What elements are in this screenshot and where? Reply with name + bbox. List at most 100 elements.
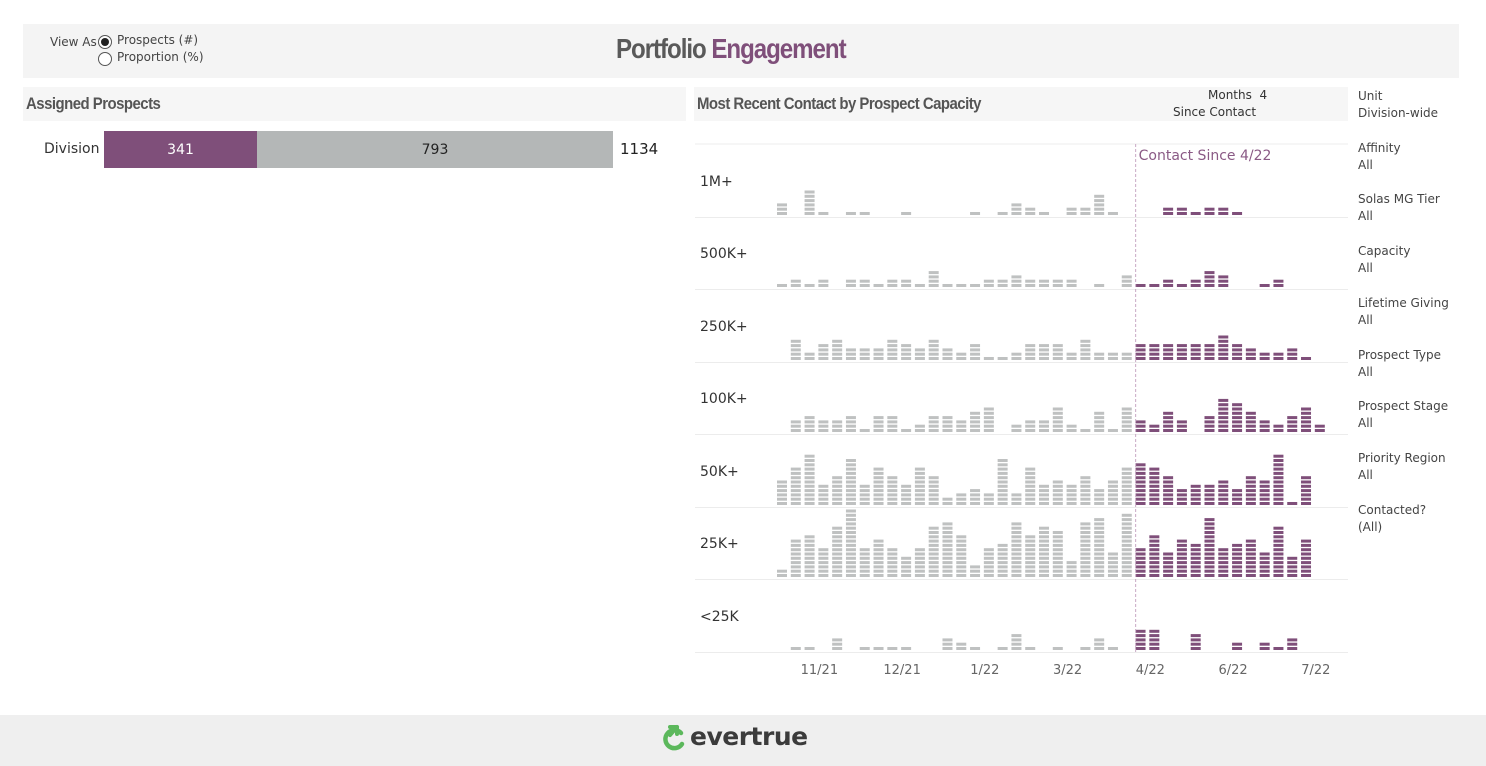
prospect-block[interactable] <box>790 497 801 501</box>
prospect-block[interactable] <box>1190 357 1201 360</box>
prospect-block[interactable] <box>1163 480 1174 484</box>
prospect-block[interactable] <box>804 352 815 356</box>
prospect-block[interactable] <box>1052 535 1063 539</box>
prospect-block[interactable] <box>1135 429 1146 432</box>
prospect-block[interactable] <box>873 480 884 484</box>
prospect-block[interactable] <box>1135 420 1146 424</box>
prospect-block[interactable] <box>983 429 994 432</box>
prospect-block[interactable] <box>1011 424 1022 428</box>
prospect-block[interactable] <box>1287 556 1298 560</box>
prospect-block[interactable] <box>970 497 981 501</box>
prospect-block[interactable] <box>818 502 829 505</box>
prospect-block[interactable] <box>1135 480 1146 484</box>
prospect-block[interactable] <box>1052 497 1063 501</box>
prospect-block[interactable] <box>1218 348 1229 352</box>
prospect-block[interactable] <box>1287 642 1298 646</box>
prospect-block[interactable] <box>1190 284 1201 287</box>
prospect-block[interactable] <box>1066 357 1077 360</box>
prospect-block[interactable] <box>956 642 967 646</box>
prospect-block[interactable] <box>942 548 953 552</box>
prospect-block[interactable] <box>1135 561 1146 565</box>
prospect-block[interactable] <box>1080 522 1091 526</box>
prospect-block[interactable] <box>1176 212 1187 215</box>
prospect-block[interactable] <box>1011 574 1022 577</box>
prospect-block[interactable] <box>1135 352 1146 356</box>
prospect-block[interactable] <box>845 518 856 522</box>
prospect-block[interactable] <box>1218 335 1229 339</box>
prospect-block[interactable] <box>1052 420 1063 424</box>
prospect-block[interactable] <box>1094 194 1105 198</box>
prospect-block[interactable] <box>845 429 856 432</box>
prospect-block[interactable] <box>790 424 801 428</box>
contacted-bar-segment[interactable]: 341 <box>104 131 258 168</box>
prospect-block[interactable] <box>1287 574 1298 577</box>
prospect-block[interactable] <box>818 489 829 493</box>
prospect-block[interactable] <box>1190 348 1201 352</box>
prospect-block[interactable] <box>818 429 829 432</box>
prospect-block[interactable] <box>1273 556 1284 560</box>
prospect-block[interactable] <box>873 416 884 420</box>
prospect-block[interactable] <box>790 344 801 348</box>
prospect-block[interactable] <box>928 561 939 565</box>
prospect-block[interactable] <box>1190 574 1201 577</box>
prospect-block[interactable] <box>1080 429 1091 432</box>
prospect-block[interactable] <box>914 480 925 484</box>
prospect-block[interactable] <box>1135 642 1146 646</box>
prospect-block[interactable] <box>1176 552 1187 556</box>
prospect-block[interactable] <box>956 424 967 428</box>
prospect-block[interactable] <box>1149 552 1160 556</box>
prospect-block[interactable] <box>970 569 981 573</box>
prospect-block[interactable] <box>1107 502 1118 505</box>
prospect-block[interactable] <box>873 647 884 650</box>
prospect-block[interactable] <box>983 552 994 556</box>
prospect-block[interactable] <box>1204 502 1215 505</box>
prospect-block[interactable] <box>1218 480 1229 484</box>
prospect-block[interactable] <box>1245 411 1256 415</box>
prospect-block[interactable] <box>1218 561 1229 565</box>
prospect-block[interactable] <box>818 569 829 573</box>
prospect-block[interactable] <box>1204 275 1215 279</box>
prospect-block[interactable] <box>1259 561 1270 565</box>
prospect-block[interactable] <box>804 493 815 497</box>
prospect-block[interactable] <box>1025 569 1036 573</box>
prospect-block[interactable] <box>1039 429 1050 432</box>
prospect-block[interactable] <box>1121 531 1132 534</box>
prospect-block[interactable] <box>1176 284 1187 287</box>
prospect-block[interactable] <box>1163 357 1174 360</box>
prospect-block[interactable] <box>845 463 856 467</box>
prospect-block[interactable] <box>914 561 925 565</box>
radio-prospects-count[interactable] <box>98 35 112 49</box>
prospect-block[interactable] <box>1273 429 1284 432</box>
prospect-block[interactable] <box>1011 556 1022 560</box>
prospect-block[interactable] <box>1052 574 1063 577</box>
prospect-block[interactable] <box>1204 357 1215 360</box>
prospect-block[interactable] <box>1149 647 1160 650</box>
prospect-block[interactable] <box>1218 552 1229 556</box>
prospect-block[interactable] <box>1273 279 1284 283</box>
prospect-block[interactable] <box>873 284 884 287</box>
prospect-block[interactable] <box>1011 569 1022 573</box>
prospect-block[interactable] <box>928 352 939 356</box>
prospect-block[interactable] <box>845 489 856 493</box>
prospect-block[interactable] <box>1301 548 1312 552</box>
prospect-block[interactable] <box>1025 565 1036 569</box>
prospect-block[interactable] <box>1204 543 1215 547</box>
filter-value[interactable]: Division-wide <box>1358 106 1439 120</box>
prospect-block[interactable] <box>942 416 953 420</box>
prospect-block[interactable] <box>1011 565 1022 569</box>
prospect-block[interactable] <box>983 502 994 505</box>
prospect-block[interactable] <box>777 284 787 287</box>
prospect-block[interactable] <box>887 569 898 573</box>
prospect-block[interactable] <box>790 357 801 360</box>
prospect-block[interactable] <box>1245 348 1256 352</box>
prospect-block[interactable] <box>928 502 939 505</box>
prospect-block[interactable] <box>1121 565 1132 569</box>
prospect-block[interactable] <box>1039 484 1050 488</box>
prospect-block[interactable] <box>1218 565 1229 569</box>
prospect-block[interactable] <box>804 502 815 505</box>
prospect-block[interactable] <box>983 574 994 577</box>
prospect-block[interactable] <box>1094 518 1105 522</box>
prospect-block[interactable] <box>873 561 884 565</box>
prospect-block[interactable] <box>1259 497 1270 501</box>
prospect-block[interactable] <box>1094 522 1105 526</box>
